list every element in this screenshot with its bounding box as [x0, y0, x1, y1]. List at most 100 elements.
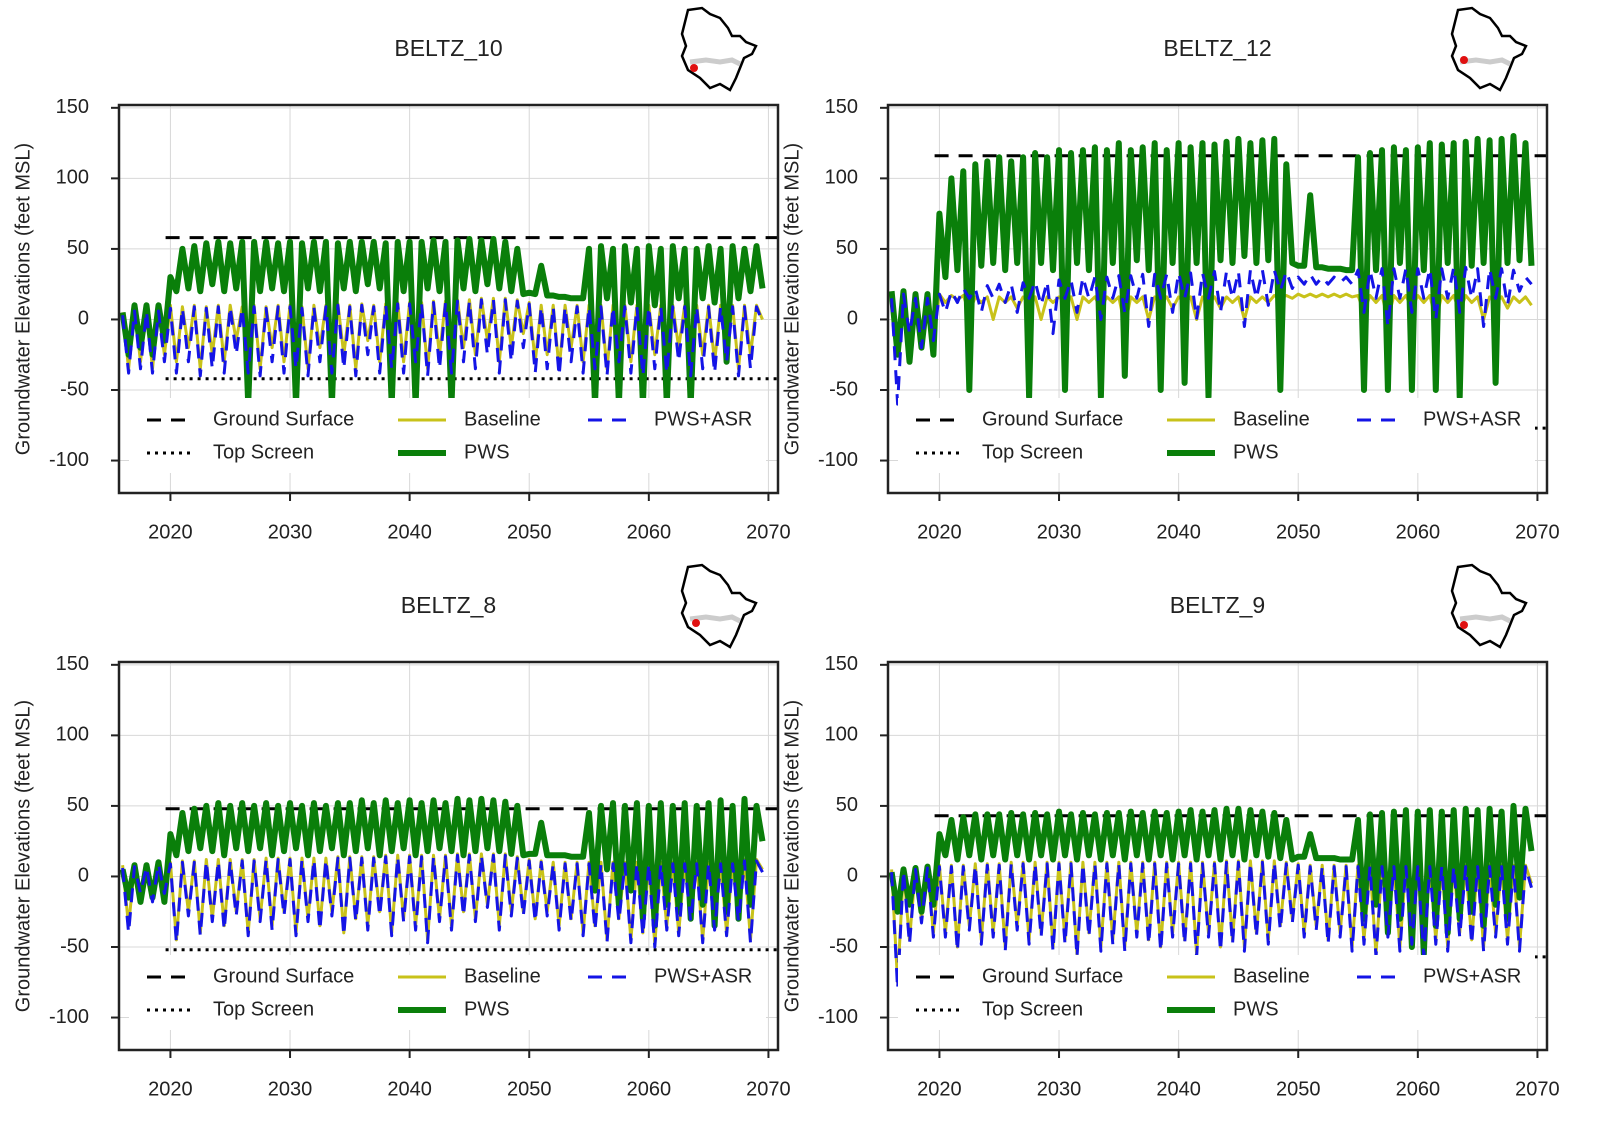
y-tick-label: 150 — [56, 96, 89, 118]
y-tick-label: -50 — [60, 935, 89, 957]
x-tick-label: 2070 — [746, 521, 791, 543]
series-line — [890, 265, 1533, 406]
legend: Ground Surface Top Screen Baseline PWS PWS+A… — [898, 955, 1535, 1030]
legend-label: Ground Surface — [982, 408, 1123, 430]
legend: Ground Surface Top Screen Baseline PWS PWS+A… — [898, 398, 1535, 473]
panel: BELTZ_9 Groundwater Elevations (feet MSL)… — [781, 592, 1559, 1100]
legend-label: Top Screen — [213, 441, 314, 463]
y-tick-label: 100 — [825, 167, 858, 189]
legend-label: PWS+ASR — [654, 408, 752, 430]
axes-frame — [886, 660, 1549, 1052]
x-tick-label: 2020 — [148, 521, 193, 543]
x-tick-label: 2030 — [1037, 521, 1082, 543]
x-tick-label: 2030 — [268, 1078, 313, 1100]
y-tick-label: -50 — [60, 378, 89, 400]
x-tick-label: 2050 — [507, 1078, 552, 1100]
y-tick-label: 50 — [67, 794, 89, 816]
x-tick-label: 2070 — [746, 1078, 791, 1100]
map-outline — [1450, 6, 1528, 92]
x-tick-label: 2050 — [1276, 1078, 1321, 1100]
legend-label: PWS+ASR — [654, 965, 752, 987]
map-inset — [680, 6, 758, 92]
x-tick-label: 2020 — [917, 1078, 962, 1100]
x-tick-label: 2040 — [1156, 1078, 1201, 1100]
map-outline — [1450, 563, 1528, 649]
map-dot — [692, 619, 700, 627]
x-tick-label: 2070 — [1515, 521, 1560, 543]
legend-box — [898, 398, 1535, 473]
legend-box — [129, 398, 766, 473]
legend-label: PWS — [1233, 998, 1279, 1020]
y-tick-label: -100 — [818, 449, 858, 471]
y-tick-label: 150 — [825, 96, 858, 118]
map-inset — [1450, 563, 1528, 649]
panel: BELTZ_12 Groundwater Elevations (feet MSL… — [781, 35, 1559, 543]
x-tick-label: 2040 — [387, 1078, 432, 1100]
legend-label: PWS — [464, 441, 510, 463]
chart-title: BELTZ_10 — [394, 35, 502, 61]
map-outline — [680, 563, 758, 649]
x-tick-label: 2060 — [627, 1078, 672, 1100]
legend-label: Top Screen — [982, 441, 1083, 463]
legend-label: PWS+ASR — [1423, 408, 1521, 430]
legend-label: PWS+ASR — [1423, 965, 1521, 987]
series-line — [121, 853, 764, 949]
chart-title: BELTZ_9 — [1170, 592, 1265, 618]
x-tick-label: 2040 — [1156, 521, 1201, 543]
y-tick-label: 100 — [825, 724, 858, 746]
panel: BELTZ_8 Groundwater Elevations (feet MSL)… — [12, 592, 790, 1100]
plot-area — [119, 236, 778, 408]
y-axis-label: Groundwater Elevations (feet MSL) — [781, 143, 803, 455]
legend: Ground Surface Top Screen Baseline PWS PWS+A… — [129, 955, 766, 1030]
x-tick-label: 2060 — [627, 521, 672, 543]
series-line — [121, 298, 764, 378]
legend-label: Baseline — [464, 408, 541, 430]
legend-label: PWS — [1233, 441, 1279, 463]
legend-label: Top Screen — [213, 998, 314, 1020]
x-tick-label: 2030 — [1037, 1078, 1082, 1100]
map-area — [689, 614, 742, 624]
y-tick-label: -100 — [49, 1006, 89, 1028]
y-tick-label: -50 — [829, 378, 858, 400]
y-tick-label: 50 — [836, 794, 858, 816]
chart-title: BELTZ_12 — [1163, 35, 1271, 61]
y-tick-label: 0 — [847, 865, 858, 887]
y-tick-label: -100 — [818, 1006, 858, 1028]
map-area — [1459, 614, 1512, 624]
y-tick-label: 150 — [56, 653, 89, 675]
x-tick-label: 2050 — [507, 521, 552, 543]
legend-label: Baseline — [1233, 408, 1310, 430]
y-tick-label: 50 — [836, 237, 858, 259]
legend-label: Top Screen — [982, 998, 1083, 1020]
x-tick-label: 2020 — [917, 521, 962, 543]
map-area — [1459, 57, 1512, 67]
legend-label: Baseline — [464, 965, 541, 987]
plot-area — [119, 795, 778, 952]
x-tick-label: 2060 — [1396, 1078, 1441, 1100]
legend-label: PWS — [464, 998, 510, 1020]
map-outline — [680, 6, 758, 92]
y-tick-label: 50 — [67, 237, 89, 259]
x-tick-label: 2060 — [1396, 521, 1441, 543]
panel: BELTZ_10 Groundwater Elevations (feet MSL… — [12, 35, 790, 543]
y-axis-label: Groundwater Elevations (feet MSL) — [12, 700, 34, 1012]
y-tick-label: 100 — [56, 167, 89, 189]
y-tick-label: 0 — [78, 865, 89, 887]
series-line — [888, 133, 1535, 401]
y-axis-label: Groundwater Elevations (feet MSL) — [12, 143, 34, 455]
legend-label: Ground Surface — [213, 408, 354, 430]
legend: Ground Surface Top Screen Baseline PWS PWS+A… — [129, 398, 766, 473]
map-inset — [1450, 6, 1528, 92]
map-area — [689, 57, 742, 67]
legend-box — [129, 955, 766, 1030]
legend-label: Baseline — [1233, 965, 1310, 987]
map-dot — [690, 64, 698, 72]
axes-frame — [117, 660, 780, 1052]
axes-frame — [117, 103, 780, 495]
x-tick-label: 2050 — [1276, 521, 1321, 543]
y-tick-label: 100 — [56, 724, 89, 746]
legend-label: Ground Surface — [982, 965, 1123, 987]
legend-box — [898, 955, 1535, 1030]
series-line — [119, 795, 766, 929]
